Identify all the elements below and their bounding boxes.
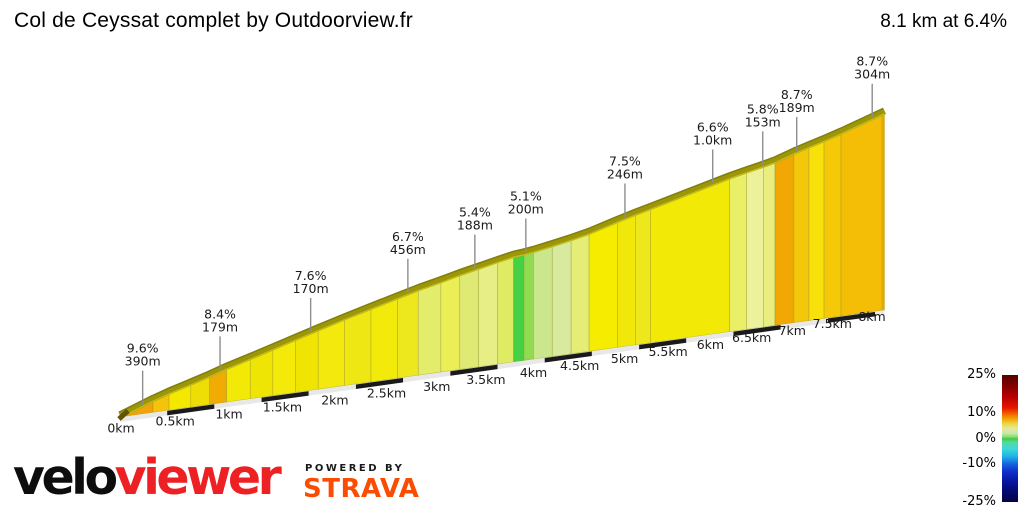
profile-segment (808, 140, 825, 321)
x-axis-label: 5km (611, 351, 638, 366)
profile-segment (588, 221, 618, 352)
gradient-legend-colorbar (1002, 375, 1018, 502)
x-axis-label: 1.5km (263, 400, 302, 415)
road-band-highlight (119, 113, 885, 419)
x-axis-label: 5.5km (648, 344, 687, 359)
profile-segment (370, 297, 398, 383)
distance-ruler-dash (875, 310, 885, 317)
distance-ruler-dash (167, 404, 215, 416)
distance-ruler-dash (733, 325, 781, 337)
distance-ruler-dash (403, 371, 451, 383)
callout-gradient: 6.7% (392, 229, 424, 244)
legend-tick-label: 10% (967, 405, 996, 421)
profile-segment (417, 281, 442, 376)
profile-segment (793, 146, 810, 324)
legend-tick-label: -25% (962, 494, 996, 509)
veloviewer-logo-viewer: viewer (114, 449, 282, 506)
callout-distance: 200m (508, 202, 544, 217)
distance-ruler-dash (827, 311, 876, 323)
strava-logo: STRAVA (303, 474, 420, 504)
callout-distance: 304m (854, 67, 890, 82)
profile-segment (459, 267, 479, 370)
x-axis-label: 1km (215, 407, 242, 422)
veloviewer-logo: veloviewer (13, 449, 282, 510)
x-axis-label: 6km (697, 337, 724, 352)
x-axis-label: 0km (107, 421, 134, 436)
x-axis-label: 3km (423, 379, 450, 394)
callout-gradient: 5.8% (747, 101, 779, 116)
profile-segment (840, 112, 885, 317)
x-axis-label: 4km (520, 365, 547, 380)
x-axis-label: 7km (779, 323, 806, 338)
profile-segment (440, 274, 461, 373)
distance-ruler-dash (120, 410, 168, 422)
callout-distance: 246m (607, 167, 643, 182)
profile-segment (746, 165, 764, 330)
distance-ruler-dash (544, 351, 592, 363)
callout-distance: 153m (745, 114, 781, 129)
callout-distance: 179m (202, 319, 238, 334)
gradient-legend: 25% 10% 0% -10% -25% (948, 367, 1020, 509)
profile-segment (774, 152, 795, 326)
distance-ruler-dash (639, 338, 687, 350)
callout-gradient: 9.6% (127, 341, 159, 356)
callout-distance: 1.0km (693, 132, 732, 147)
x-axis-label: 8km (858, 309, 885, 324)
legend-tick-label: 0% (975, 430, 996, 446)
page-title: Col de Ceyssat complet by Outdoorview.fr (14, 9, 414, 32)
road-band (118, 109, 886, 418)
x-axis-label: 7.5km (813, 316, 852, 331)
distance-ruler-dash (261, 391, 309, 403)
callout-distance: 456m (390, 242, 426, 257)
profile-segment (617, 213, 636, 348)
profile-segment (635, 208, 651, 346)
profile-segment (513, 253, 525, 363)
callout-distance: 189m (779, 100, 815, 115)
profile-segment (551, 239, 572, 357)
profile-segment (497, 255, 514, 365)
veloviewer-logo-velo: velo (13, 449, 118, 506)
callout-gradient: 8.7% (856, 54, 888, 69)
profile-segment (523, 251, 534, 361)
distance-ruler-dash (214, 397, 262, 409)
x-axis-label: 6.5km (732, 330, 771, 345)
profile-segment (729, 171, 747, 333)
callout-gradient: 7.6% (295, 268, 327, 283)
x-axis-label: 2km (321, 393, 348, 408)
distance-ruler-dash (450, 364, 498, 376)
distance-ruler-dash (497, 358, 545, 370)
climb-summary: 8.1 km at 6.4% (880, 11, 1007, 32)
distance-ruler-dash (591, 344, 640, 356)
callout-gradient: 7.5% (609, 154, 641, 169)
distance-ruler-dash (308, 384, 356, 396)
callout-distance: 390m (125, 354, 161, 369)
profile-segment (478, 261, 498, 368)
legend-tick-label: -10% (962, 455, 996, 471)
callout-distance: 188m (457, 218, 493, 233)
profile-segment (397, 289, 419, 379)
callout-gradient: 6.6% (697, 119, 729, 134)
distance-ruler-dash (686, 331, 734, 343)
callout-gradient: 5.4% (459, 205, 491, 220)
legend-tick-label: 25% (967, 367, 996, 382)
profile-segment (533, 245, 553, 360)
distance-ruler-dash (355, 377, 404, 389)
profile-segment (763, 161, 776, 328)
callout-gradient: 5.1% (510, 189, 542, 204)
x-axis-label: 2.5km (367, 386, 406, 401)
x-axis-label: 3.5km (466, 372, 505, 387)
x-axis-label: 4.5km (560, 358, 599, 373)
distance-ruler-dash (780, 318, 828, 330)
powered-by-label: POWERED BY (305, 463, 405, 474)
callout-distance: 170m (293, 281, 329, 296)
profile-segment (823, 132, 842, 319)
x-axis-label: 0.5km (156, 414, 195, 429)
profile-start-cap (117, 408, 130, 421)
callout-gradient: 8.4% (204, 306, 236, 321)
callout-gradient: 8.7% (781, 87, 813, 102)
profile-segment (570, 233, 590, 355)
profile-segment (344, 307, 372, 386)
